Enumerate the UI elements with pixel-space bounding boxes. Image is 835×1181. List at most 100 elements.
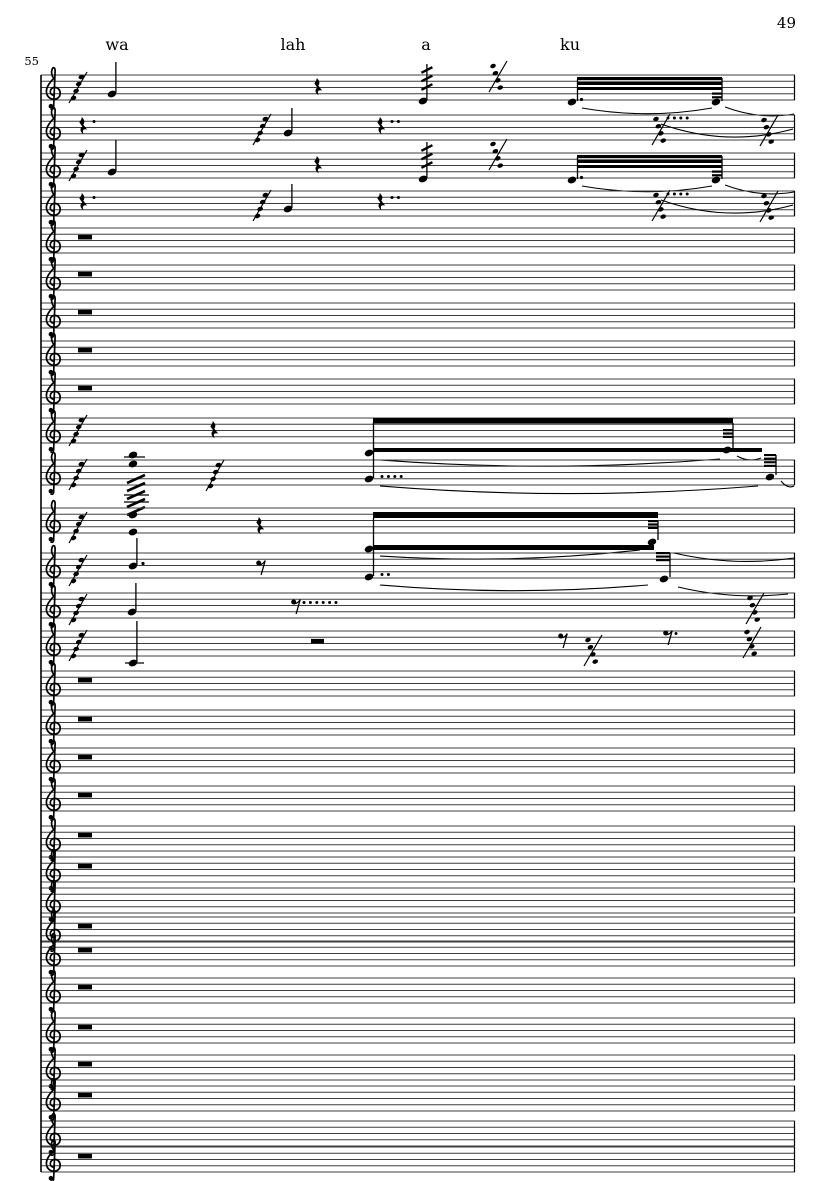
grace-slash (583, 634, 603, 667)
grace-note-cluster (759, 114, 779, 147)
tremolo-beam (648, 520, 658, 523)
whole-rest (78, 234, 92, 240)
tremolo-beam (764, 461, 776, 464)
quarter-rest (79, 117, 88, 135)
tremolo-beam (656, 559, 670, 562)
tremolo-beam (577, 160, 722, 163)
grace-slash (488, 60, 508, 93)
quarter-rest (314, 78, 323, 96)
staff-row (41, 777, 796, 822)
augmentation-dot (386, 475, 390, 478)
augmentation-dot (380, 475, 384, 478)
half-rest (311, 638, 324, 644)
grace-note-cluster (68, 458, 88, 491)
treble-clef-icon (45, 544, 62, 589)
augmentation-dot (399, 475, 403, 478)
tremolo-beam (577, 165, 722, 168)
treble-clef-icon (45, 294, 62, 339)
eighth-rest (562, 633, 568, 649)
staff-row (41, 701, 796, 746)
tie-slur (780, 480, 795, 488)
treble-clef-icon (45, 1046, 62, 1091)
tie-slur (581, 107, 713, 115)
notehead (128, 451, 138, 459)
staff-row (41, 583, 796, 629)
treble-clef-icon (45, 969, 62, 1014)
augmentation-dot (396, 120, 400, 123)
treble-clef-icon (45, 662, 62, 707)
whole-rest (78, 863, 92, 869)
grace-slash (252, 113, 272, 146)
staff-row (41, 219, 796, 264)
grace-slash (651, 113, 671, 146)
notehead (283, 129, 293, 137)
staff-row (41, 1112, 796, 1157)
staff-row (41, 538, 796, 597)
staff-row (41, 879, 796, 924)
augmentation-dot (679, 192, 683, 196)
grace-note-cluster (651, 189, 689, 222)
tremolo-beam (723, 432, 733, 435)
staff-row (41, 1009, 796, 1054)
tremolo-beam (656, 555, 670, 558)
treble-clef-icon (45, 106, 62, 151)
treble-clef-icon (45, 370, 62, 415)
staff-row (41, 739, 796, 784)
whole-rest (78, 832, 92, 838)
quarter-rest (377, 193, 386, 211)
grace-note-cluster (651, 113, 689, 146)
notehead (128, 562, 138, 570)
lyric-syllable: ku (560, 35, 580, 54)
treble-clef-icon (45, 219, 62, 264)
staff-row (41, 138, 796, 195)
grace-note-cluster (68, 414, 88, 447)
staff-row (41, 1077, 796, 1122)
staff-row (41, 294, 796, 339)
tremolo-beam (723, 435, 733, 438)
tie-slur (673, 552, 795, 563)
staff-row (41, 662, 796, 707)
whole-rest (78, 1061, 92, 1067)
augmentation-dot (396, 196, 400, 199)
notehead (364, 573, 374, 581)
treble-clef-icon (45, 622, 62, 667)
whole-rest (78, 1024, 92, 1030)
augmentation-dot (393, 475, 397, 478)
notehead (567, 176, 577, 184)
staff-row (41, 817, 796, 862)
augmentation-dot (315, 601, 319, 604)
whole-rest (78, 385, 92, 391)
page-number: 49 (776, 14, 796, 32)
tremolo-beam (723, 429, 733, 432)
grace-slash (68, 511, 88, 544)
treble-clef-icon (45, 499, 62, 544)
tremolo-beam (712, 174, 722, 177)
whole-rest (78, 754, 92, 760)
tremolo-beam (577, 155, 722, 158)
treble-clef-icon (45, 584, 62, 629)
grace-note-cluster (68, 629, 88, 662)
treble-clef-icon (45, 739, 62, 784)
tremolo-beam (712, 170, 722, 173)
tremolo-beam (712, 96, 722, 99)
treble-clef-icon (45, 409, 62, 454)
staff-row (41, 256, 796, 301)
grace-note-cluster (205, 459, 225, 492)
treble-clef-icon (45, 451, 62, 496)
whole-rest (78, 923, 92, 929)
augmentation-dot (579, 175, 584, 180)
augmentation-dot (666, 116, 670, 120)
augmentation-dot (386, 573, 390, 576)
tie-slur (736, 455, 762, 461)
staff-row (41, 621, 796, 667)
staff-row (41, 969, 796, 1014)
grace-note-cluster (488, 138, 508, 171)
augmentation-dot (390, 196, 394, 199)
grace-note-cluster (252, 189, 272, 222)
grace-slash (205, 459, 225, 492)
whole-rest (78, 677, 92, 683)
tie-slur (379, 485, 759, 495)
whole-rest (78, 792, 92, 798)
tie-slur (660, 199, 794, 214)
eighth-rest (260, 560, 266, 576)
